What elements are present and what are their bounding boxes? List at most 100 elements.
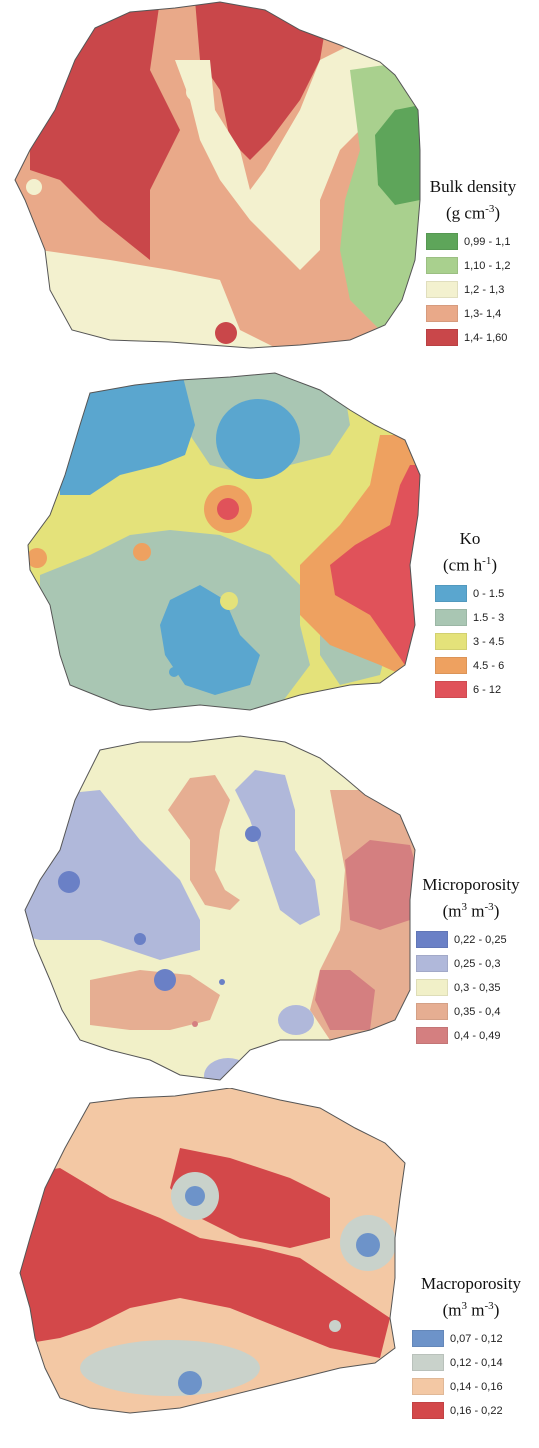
- macroporosity-class-0-07-0-12-spot-south: [178, 1371, 202, 1395]
- legend-item: 4.5 - 6: [435, 655, 525, 677]
- ko-class-4-5-6-spot-west: [28, 548, 47, 568]
- microporosity-panel: Microporosity (m3 m-3) 0,22 - 0,25 0,25 …: [0, 730, 539, 1090]
- legend-item: 6 - 12: [435, 679, 525, 701]
- legend-unit: (cm h-1): [442, 555, 498, 575]
- ko-class-0-1-5-spot: [169, 667, 179, 677]
- legend-title: Ko: [459, 529, 481, 548]
- legend-swatch: [426, 329, 458, 347]
- macroporosity-map: [19, 1088, 406, 1414]
- macroporosity-class-0-07-0-12-spot-se: [340, 1394, 380, 1410]
- legend-item: 3 - 4.5: [435, 631, 525, 653]
- macroporosity-legend: Macroporosity (m3 m-3) 0,07 - 0,12 0,12 …: [404, 1273, 538, 1424]
- ko-legend: Ko (cm h-1) 0 - 1.5 1.5 - 3 3 - 4.5 4.5 …: [415, 528, 525, 703]
- ko-class-3-4-5-spot: [220, 592, 238, 610]
- legend-item: 1,4- 1,60: [426, 327, 538, 349]
- microporosity-class-0-4-0-49-spot-small: [192, 1021, 198, 1027]
- legend-swatch: [435, 585, 467, 603]
- macroporosity-class-0-07-0-12-spot-north: [185, 1186, 205, 1206]
- bulk-density-panel: Bulk density (g cm-3) 0,99 - 1,1 1,10 - …: [0, 0, 539, 360]
- bulk-density-class-0-99-1-1-area: [375, 105, 420, 205]
- legend-swatch: [426, 257, 458, 275]
- legend-item: 1,10 - 1,2: [426, 255, 538, 277]
- legend-swatch: [416, 979, 448, 997]
- microporosity-class-0-25-0-3-area-center: [235, 770, 320, 925]
- legend-item: 0,35 - 0,4: [416, 1001, 538, 1023]
- legend-item: 0,99 - 1,1: [426, 231, 538, 253]
- legend-label: 0,07 - 0,12: [450, 1332, 503, 1345]
- macroporosity-class-0-12-0-14-spot-mid: [329, 1320, 341, 1332]
- legend-label: 0,4 - 0,49: [454, 1029, 501, 1042]
- legend-swatch: [416, 931, 448, 949]
- legend-label: 3 - 4.5: [473, 635, 505, 648]
- ko-class-4-5-6-spot-mid: [133, 543, 151, 561]
- microporosity-class-0-25-0-3-spot-south: [278, 1005, 314, 1035]
- bulk-density-legend: Bulk density (g cm-3) 0,99 - 1,1 1,10 - …: [408, 176, 538, 351]
- microporosity-class-0-22-0-25-spot-west: [58, 871, 80, 893]
- bulk-density-class-1-4-1-60-spot: [215, 322, 237, 344]
- legend-label: 0 - 1.5: [473, 587, 505, 600]
- microporosity-class-0-35-0-4-area-sw: [90, 970, 220, 1030]
- legend-item: 1,3- 1,4: [426, 303, 538, 325]
- legend-label: 1,2 - 1,3: [464, 283, 505, 296]
- legend-item: 0,14 - 0,16: [412, 1376, 538, 1398]
- ko-panel: Ko (cm h-1) 0 - 1.5 1.5 - 3 3 - 4.5 4.5 …: [0, 365, 539, 725]
- legend-label: 0,12 - 0,14: [450, 1356, 503, 1369]
- legend-label: 1,3- 1,4: [464, 307, 502, 320]
- legend-swatch: [435, 633, 467, 651]
- bulk-density-class-1-2-1-3-spot: [186, 83, 204, 101]
- legend-label: 1,4- 1,60: [464, 331, 508, 344]
- bulk-density-class-1-2-1-3-spot-west: [26, 179, 42, 195]
- legend-swatch: [412, 1402, 444, 1420]
- microporosity-class-0-4-0-49-area-east: [345, 840, 415, 930]
- legend-label: 0,99 - 1,1: [464, 235, 511, 248]
- microporosity-class-0-22-0-25-spot-center: [154, 969, 176, 991]
- ko-map: [27, 372, 421, 711]
- legend-item: 1,2 - 1,3: [426, 279, 538, 301]
- legend-swatch: [412, 1330, 444, 1348]
- legend-label: 0,25 - 0,3: [454, 957, 501, 970]
- legend-swatch: [435, 609, 467, 627]
- legend-label: 1,10 - 1,2: [464, 259, 511, 272]
- legend-swatch: [412, 1354, 444, 1372]
- legend-item: 0,16 - 0,22: [412, 1400, 538, 1422]
- legend-title: Macroporosity: [420, 1274, 522, 1293]
- legend-label: 0,22 - 0,25: [454, 933, 507, 946]
- microporosity-class-0-22-0-25-spot-north: [245, 826, 261, 842]
- microporosity-map: [24, 735, 416, 1081]
- legend-label: 0,35 - 0,4: [454, 1005, 501, 1018]
- microporosity-class-0-22-0-25-spot-mid: [134, 933, 146, 945]
- legend-swatch: [435, 657, 467, 675]
- legend-item: 1.5 - 3: [435, 607, 525, 629]
- bulk-density-class-1-2-1-3-area: [175, 40, 400, 270]
- microporosity-legend: Microporosity (m3 m-3) 0,22 - 0,25 0,25 …: [404, 874, 538, 1049]
- macroporosity-class-0-07-0-12-spot-east: [356, 1233, 380, 1257]
- legend-unit: (m3 m-3): [442, 901, 500, 921]
- legend-swatch: [426, 305, 458, 323]
- legend-label: 1.5 - 3: [473, 611, 505, 624]
- legend-item: 0,07 - 0,12: [412, 1328, 538, 1350]
- bulk-density-class-1-4-1-60-area-north: [195, 2, 330, 160]
- ko-class-0-1-5-area-south: [160, 585, 260, 695]
- macroporosity-panel: Macroporosity (m3 m-3) 0,07 - 0,12 0,12 …: [0, 1088, 539, 1448]
- microporosity-class-0-4-0-49-area-se: [315, 970, 375, 1030]
- macroporosity-class-0-12-0-14-area-sw: [80, 1340, 260, 1396]
- legend-label: 6 - 12: [473, 683, 502, 696]
- legend-title: Microporosity: [422, 875, 520, 894]
- legend-swatch: [416, 955, 448, 973]
- legend-swatch: [416, 1003, 448, 1021]
- macroporosity-class-0-16-0-22-area: [20, 1168, 390, 1358]
- legend-label: 0,3 - 0,35: [454, 981, 501, 994]
- microporosity-class-0-35-0-4-area-center: [168, 775, 240, 910]
- microporosity-class-0-22-0-25-spot-small: [219, 979, 225, 985]
- legend-swatch: [435, 681, 467, 699]
- legend-item: 0,3 - 0,35: [416, 977, 538, 999]
- legend-label: 4.5 - 6: [473, 659, 505, 672]
- ko-class-6-12-spot: [217, 498, 239, 520]
- legend-swatch: [426, 281, 458, 299]
- legend-label: 0,16 - 0,22: [450, 1404, 503, 1417]
- legend-swatch: [412, 1378, 444, 1396]
- legend-item: 0 - 1.5: [435, 583, 525, 605]
- ko-class-0-1-5-area: [60, 373, 195, 495]
- legend-item: 0,12 - 0,14: [412, 1352, 538, 1374]
- legend-label: 0,14 - 0,16: [450, 1380, 503, 1393]
